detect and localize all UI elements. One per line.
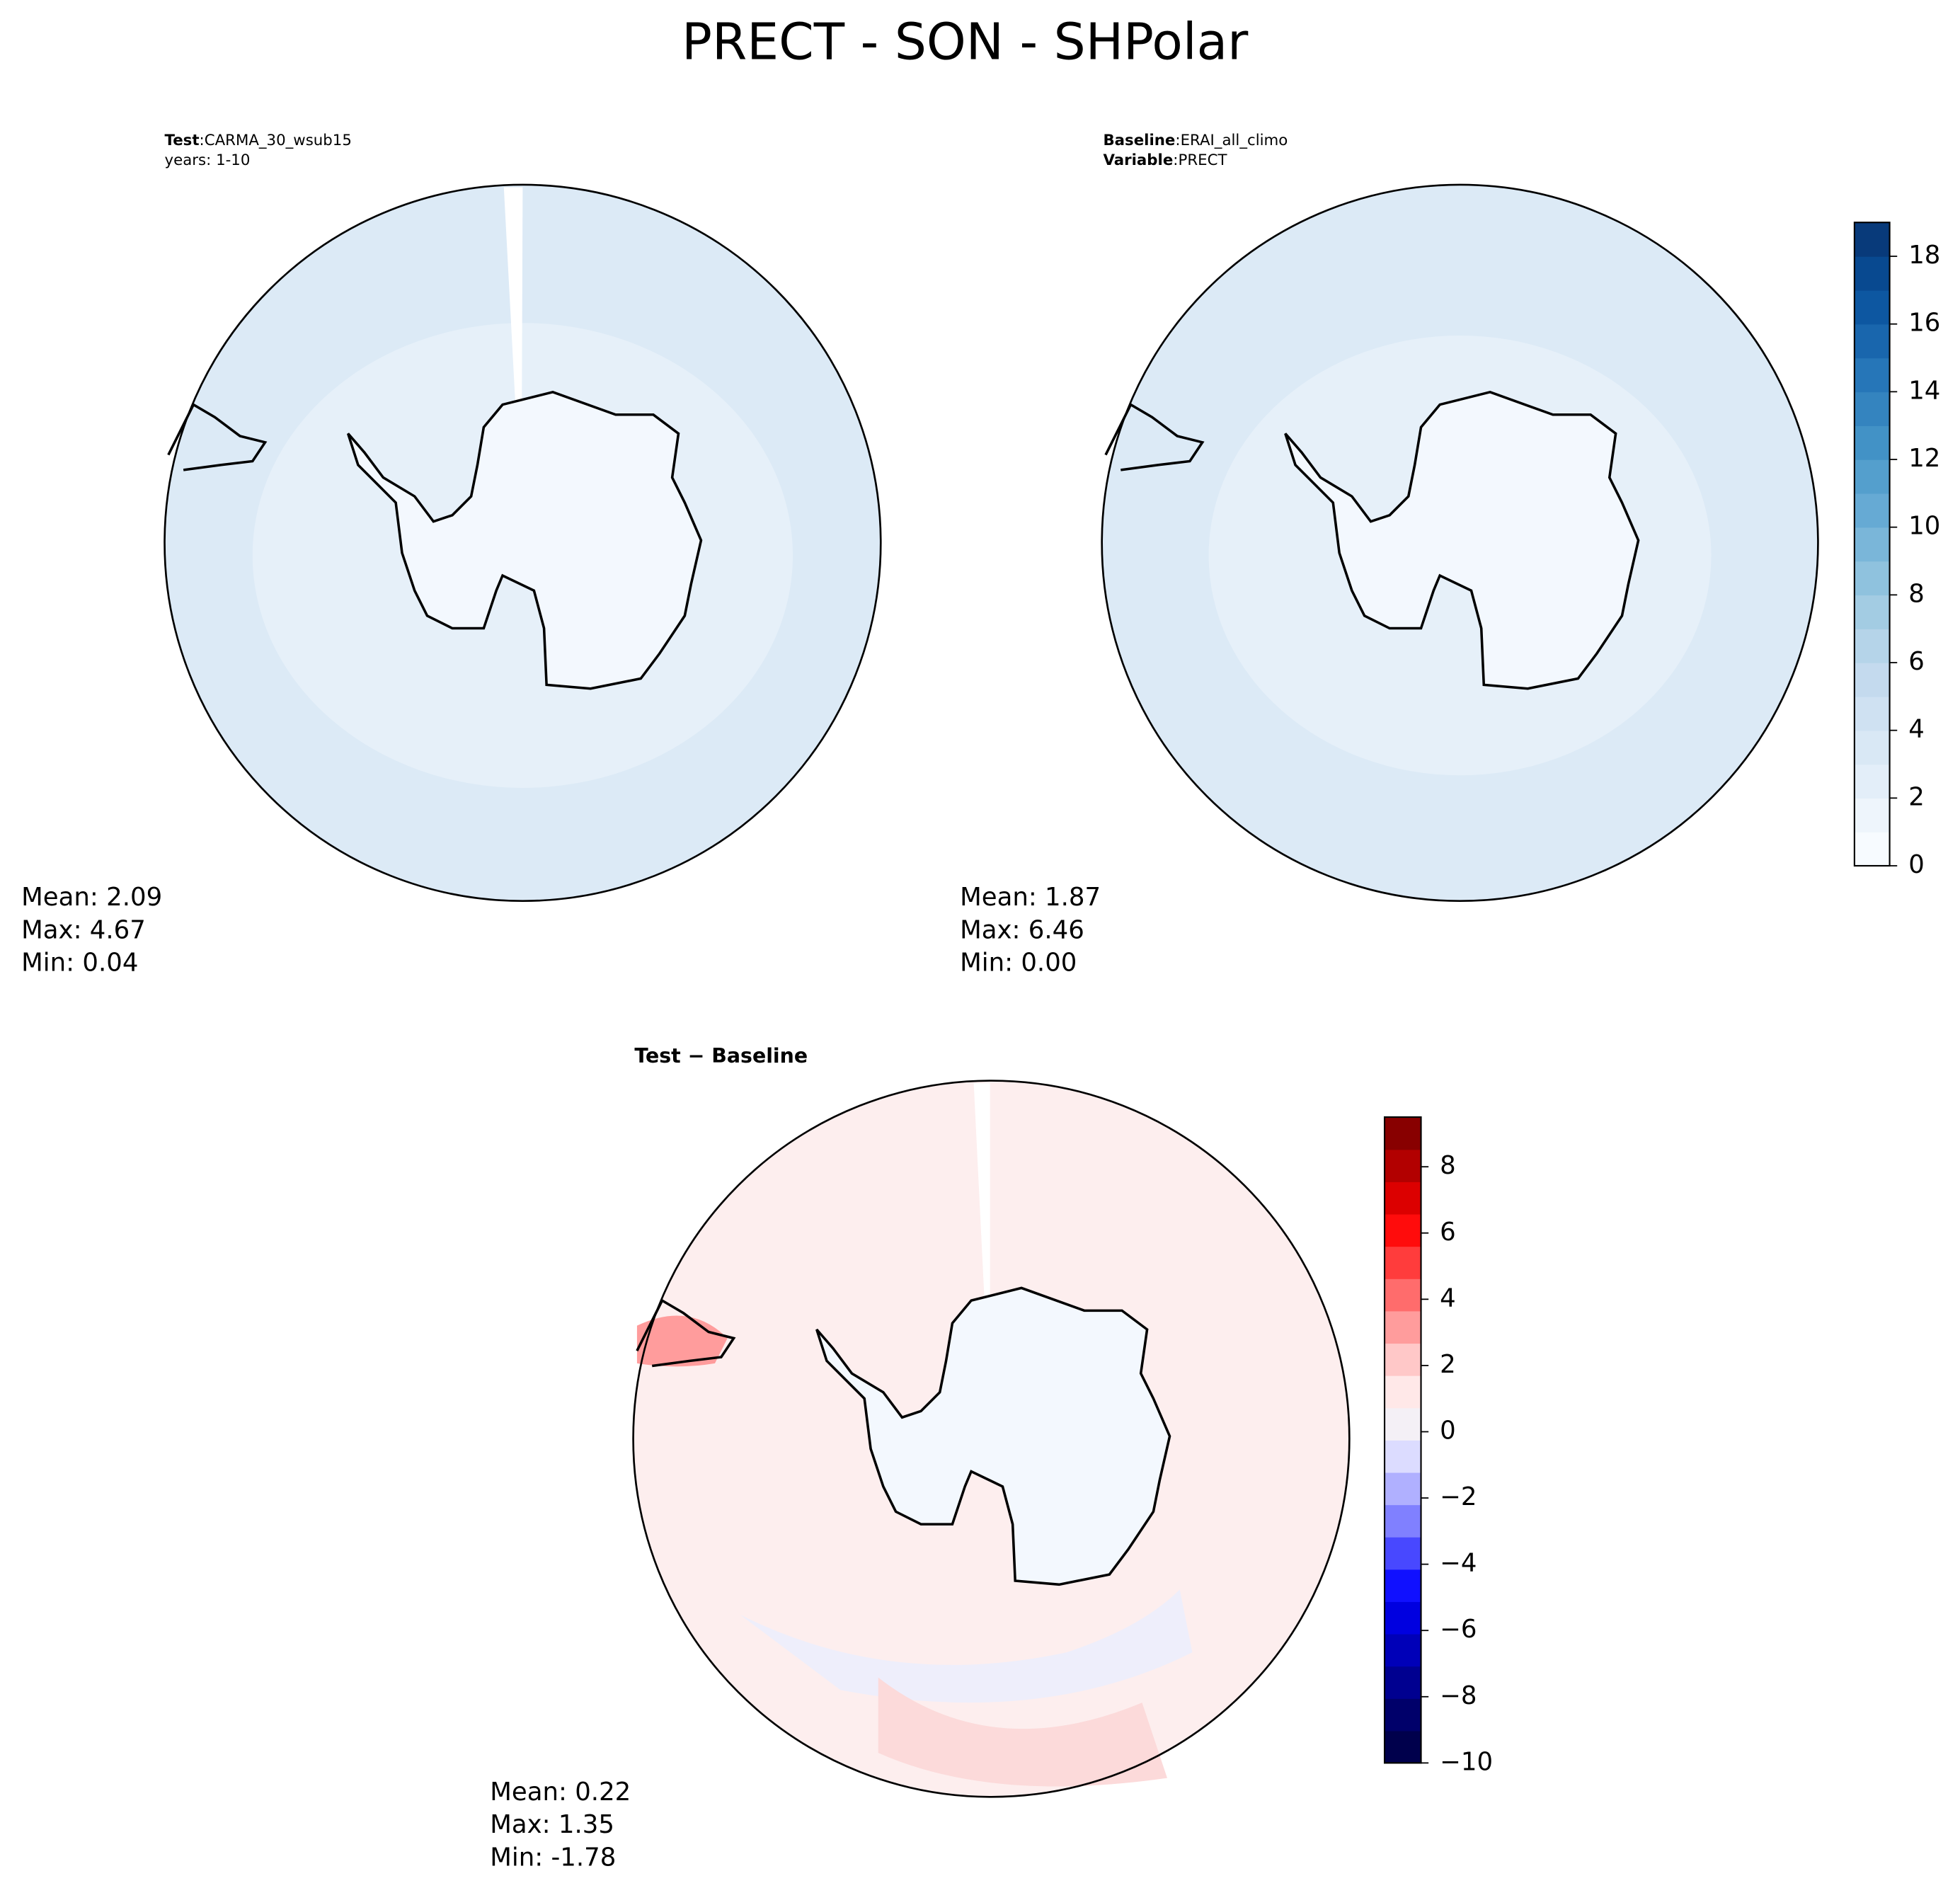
colorbar-band	[1385, 1407, 1421, 1441]
colorbar-band	[1385, 1310, 1421, 1344]
map-panel	[1101, 183, 1819, 903]
colorbar-tick-label: 2	[1440, 1350, 1456, 1379]
colorbar-tick-label: 4	[1908, 715, 1925, 744]
colorbar-band	[1854, 459, 1890, 494]
map-gap	[973, 1083, 990, 1414]
stat-text: Max: 1.35	[490, 1810, 614, 1839]
panel-label: Test:CARMA_30_wsub15	[165, 132, 352, 149]
colorbar-band	[1385, 1246, 1421, 1279]
stat-text: Mean: 0.22	[490, 1778, 631, 1807]
colorbar-band	[1385, 1569, 1421, 1602]
colorbar-tick-label: 18	[1908, 241, 1940, 270]
colorbar-tick-label: 16	[1908, 309, 1940, 338]
colorbar-tick-label: −10	[1440, 1747, 1493, 1776]
map-border	[1101, 183, 1819, 903]
map-panel	[632, 1080, 1351, 1798]
label-part: Test	[165, 132, 200, 149]
colorbar-band	[1385, 1213, 1421, 1247]
colorbar-band	[1385, 1117, 1421, 1150]
colorbar-band	[1385, 1149, 1421, 1182]
colorbar-band	[1385, 1633, 1421, 1667]
colorbar-tick-label: 6	[1440, 1218, 1456, 1247]
colorbar-band	[1385, 1375, 1421, 1409]
label-part: years: 1-10	[165, 151, 251, 169]
label-part: PRECT	[1178, 151, 1227, 169]
colorbar-frame	[1383, 1116, 1422, 1764]
figure-title: PRECT - SON - SHPolar	[682, 12, 1249, 71]
colorbar-band	[1385, 1472, 1421, 1506]
map-region	[878, 1677, 1167, 1787]
panel-label: years: 1-10	[165, 151, 251, 169]
colorbar-tick-label: 0	[1908, 850, 1925, 879]
map-border	[632, 1080, 1351, 1798]
panel-label: Variable:PRECT	[1103, 151, 1227, 169]
colorbar-band	[1385, 1537, 1421, 1570]
colorbar-band	[1385, 1698, 1421, 1732]
colorbar-band	[1385, 1504, 1421, 1538]
colorbar-band	[1854, 832, 1890, 866]
colorbar-band	[1854, 222, 1890, 257]
colorbar-band	[1854, 798, 1890, 833]
label-part: ERAI_all_climo	[1181, 132, 1288, 149]
label-part: :	[200, 132, 205, 149]
colorbar-band	[1854, 696, 1890, 731]
panel-label: Baseline:ERAI_all_climo	[1103, 132, 1288, 149]
stat-text: Max: 6.46	[960, 915, 1084, 944]
colorbar-band	[1854, 595, 1890, 629]
label-part: Variable	[1103, 151, 1173, 169]
map-region	[740, 1589, 1193, 1703]
colorbar-band	[1854, 527, 1890, 562]
stat-text: Mean: 2.09	[21, 883, 162, 912]
colorbar-band	[1854, 493, 1890, 528]
map-panel	[164, 183, 882, 903]
colorbar-tick-label: 4	[1440, 1283, 1456, 1312]
colorbar-tick-label: 8	[1440, 1151, 1456, 1180]
colorbar-tick-label: −6	[1440, 1615, 1477, 1644]
colorbar-tick-label: −2	[1440, 1482, 1477, 1511]
colorbar-band	[1854, 425, 1890, 460]
stat-text: Mean: 1.87	[960, 883, 1101, 912]
colorbar-band	[1854, 663, 1890, 697]
colorbar-tick-label: 0	[1440, 1416, 1456, 1445]
label-part: :	[1173, 151, 1178, 169]
stat-text: Min: -1.78	[490, 1843, 616, 1872]
colorbar-tick-label: 14	[1908, 376, 1940, 405]
colorbar-band	[1854, 629, 1890, 663]
label-part: Baseline	[1103, 132, 1175, 149]
map-border	[164, 183, 882, 903]
colorbar-band	[1854, 357, 1890, 393]
label-part: CARMA_30_wsub15	[205, 132, 352, 149]
colorbar-tick-label: 10	[1908, 512, 1940, 541]
stat-text: Min: 0.04	[21, 948, 138, 977]
colorbar-tick-label: 6	[1908, 647, 1925, 676]
colorbar-band	[1385, 1182, 1421, 1215]
colorbar-band	[1385, 1666, 1421, 1699]
colorbar-tick-label: 2	[1908, 782, 1925, 811]
colorbar-tick-label: −4	[1440, 1549, 1477, 1578]
colorbar-band	[1854, 561, 1890, 596]
colorbar-band	[1854, 324, 1890, 359]
colorbar-band	[1385, 1601, 1421, 1635]
colorbar-band	[1854, 764, 1890, 799]
colorbar-tick-label: 8	[1908, 579, 1925, 608]
label-part: :	[1175, 132, 1180, 149]
colorbar-band	[1854, 290, 1890, 325]
colorbar-band	[1854, 256, 1890, 291]
stat-text: Min: 0.00	[960, 948, 1077, 977]
colorbar-frame	[1853, 222, 1891, 867]
colorbar-band	[1385, 1730, 1421, 1764]
colorbar-tick-label: −8	[1440, 1681, 1477, 1710]
panel-heading: Test − Baseline	[634, 1044, 808, 1068]
colorbar-band	[1385, 1343, 1421, 1376]
colorbar-band	[1385, 1278, 1421, 1312]
colorbar-band	[1854, 391, 1890, 426]
colorbar-band	[1385, 1440, 1421, 1473]
stat-text: Max: 4.67	[21, 915, 146, 944]
colorbar-band	[1854, 730, 1890, 765]
colorbar-tick-label: 12	[1908, 444, 1940, 473]
